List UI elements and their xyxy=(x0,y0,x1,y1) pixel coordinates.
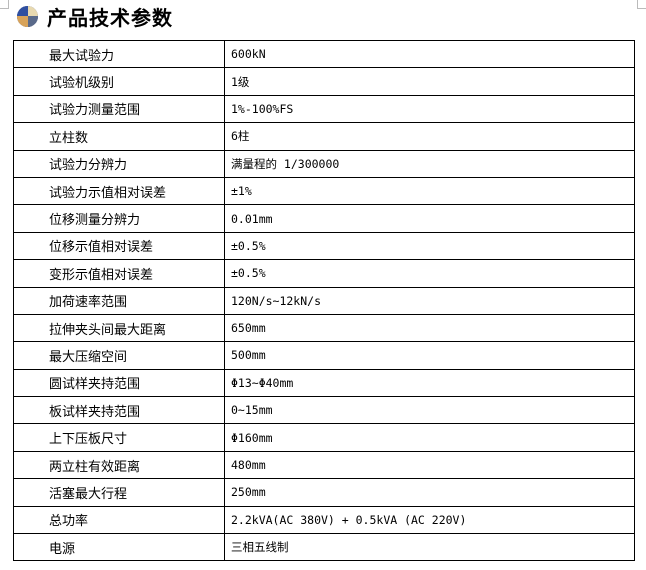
spec-value: 600kN xyxy=(224,39,635,69)
spec-value: Φ160mm xyxy=(224,423,635,452)
spec-name: 最大试验力 xyxy=(13,39,225,69)
spec-value: ±1% xyxy=(224,176,635,206)
table-row: 试验力测量范围 1%-100%FS xyxy=(13,94,635,124)
spec-value: 650mm xyxy=(224,313,635,343)
table-row: 位移示值相对误差 ±0.5% xyxy=(13,231,635,261)
spec-value: 1%-100%FS xyxy=(224,94,635,124)
table-row: 总功率 2.2kVA(AC 380V) + 0.5kVA (AC 220V) xyxy=(13,505,635,535)
spec-value: 120N/s~12kN/s xyxy=(224,286,635,315)
spec-name: 圆试样夹持范围 xyxy=(13,368,225,398)
spec-value: 三相五线制 xyxy=(224,533,635,562)
spec-name: 试验力示值相对误差 xyxy=(13,176,225,206)
table-row: 变形示值相对误差 ±0.5% xyxy=(13,259,635,288)
section-heading: 产品技术参数 xyxy=(17,3,173,30)
spec-name: 变形示值相对误差 xyxy=(13,259,225,288)
spec-value: 250mm xyxy=(224,478,635,507)
spec-name: 最大压缩空间 xyxy=(13,341,225,370)
spec-value: 480mm xyxy=(224,450,635,480)
table-row: 位移测量分辨力 0.01mm xyxy=(13,204,635,233)
spec-name: 总功率 xyxy=(13,505,225,535)
spec-value: 2.2kVA(AC 380V) + 0.5kVA (AC 220V) xyxy=(224,505,635,535)
spec-name: 拉伸夹头间最大距离 xyxy=(13,313,225,343)
spec-value: Φ13~Φ40mm xyxy=(224,368,635,398)
spec-value: 6柱 xyxy=(224,122,635,151)
table-row: 电源 三相五线制 xyxy=(13,533,635,562)
spec-table: 最大试验力 600kN 试验机级别 1级 试验力测量范围 1%-100%FS 立柱数 6柱 试验… xyxy=(13,39,635,562)
spec-name: 试验力分辨力 xyxy=(13,149,225,178)
spec-name: 立柱数 xyxy=(13,122,225,151)
table-row: 立柱数 6柱 xyxy=(13,122,635,151)
spec-value: 满量程的 1/300000 xyxy=(224,149,635,178)
spec-name: 上下压板尺寸 xyxy=(13,423,225,452)
table-row: 试验机级别 1级 xyxy=(13,67,635,96)
spec-name: 位移测量分辨力 xyxy=(13,204,225,233)
table-row: 拉伸夹头间最大距离 650mm xyxy=(13,313,635,343)
spec-name: 活塞最大行程 xyxy=(13,478,225,507)
spec-value: 0.01mm xyxy=(224,204,635,233)
section-title: 产品技术参数 xyxy=(47,5,173,30)
spec-value: 500mm xyxy=(224,341,635,370)
spec-name: 电源 xyxy=(13,533,225,562)
table-row: 圆试样夹持范围 Φ13~Φ40mm xyxy=(13,368,635,398)
spec-name: 加荷速率范围 xyxy=(13,286,225,315)
table-row: 板试样夹持范围 0~15mm xyxy=(13,396,635,425)
colored-disc-icon xyxy=(17,5,38,27)
spec-value: 1级 xyxy=(224,67,635,96)
spec-value: ±0.5% xyxy=(224,259,635,288)
table-row: 试验力分辨力 满量程的 1/300000 xyxy=(13,149,635,178)
table-row: 两立柱有效距离 480mm xyxy=(13,450,635,480)
spec-name: 位移示值相对误差 xyxy=(13,231,225,261)
table-row: 试验力示值相对误差 ±1% xyxy=(13,176,635,206)
spec-value: 0~15mm xyxy=(224,396,635,425)
table-row: 上下压板尺寸 Φ160mm xyxy=(13,423,635,452)
spec-name: 板试样夹持范围 xyxy=(13,396,225,425)
table-row: 活塞最大行程 250mm xyxy=(13,478,635,507)
spec-value: ±0.5% xyxy=(224,231,635,261)
spec-name: 两立柱有效距离 xyxy=(13,450,225,480)
spec-name: 试验机级别 xyxy=(13,67,225,96)
table-row: 最大压缩空间 500mm xyxy=(13,341,635,370)
page-corner-mark xyxy=(0,0,9,9)
table-row: 最大试验力 600kN xyxy=(13,39,635,69)
spec-name: 试验力测量范围 xyxy=(13,94,225,124)
page-corner-mark xyxy=(637,0,646,9)
table-row: 加荷速率范围 120N/s~12kN/s xyxy=(13,286,635,315)
